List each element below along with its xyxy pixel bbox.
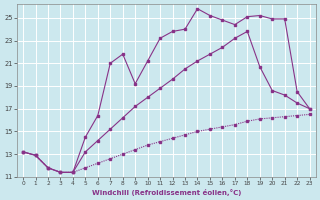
X-axis label: Windchill (Refroidissement éolien,°C): Windchill (Refroidissement éolien,°C): [92, 189, 241, 196]
